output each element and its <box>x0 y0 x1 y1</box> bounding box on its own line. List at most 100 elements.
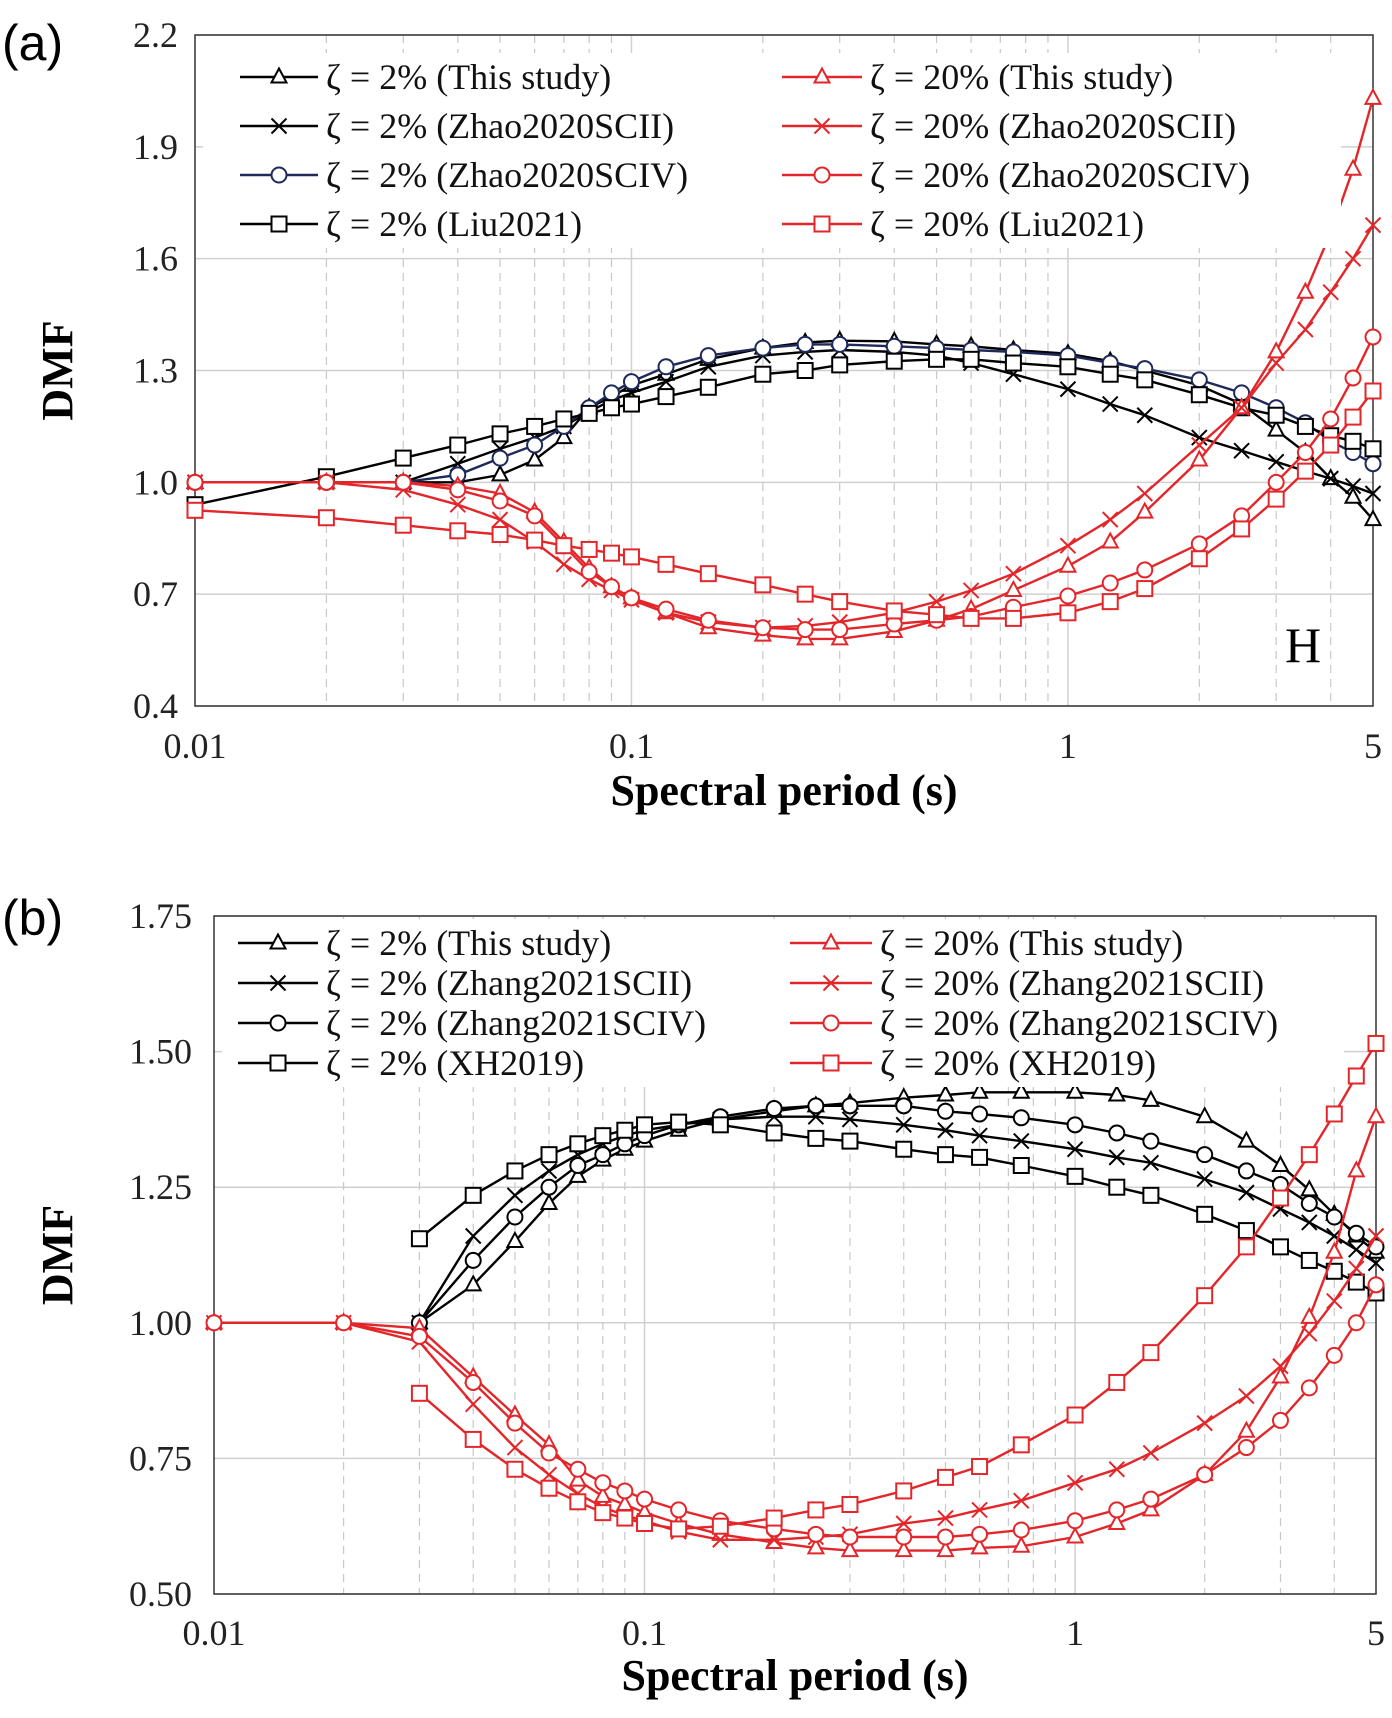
data-point-circle <box>885 337 903 355</box>
data-point-x <box>1326 1292 1343 1310</box>
data-point-square <box>971 1148 989 1166</box>
data-point-x <box>1267 453 1285 471</box>
data-point-triangle <box>593 1485 612 1503</box>
data-point-square <box>580 404 598 422</box>
data-point-circle <box>895 1097 913 1115</box>
data-point-square <box>1237 1222 1255 1240</box>
data-point-square <box>928 350 946 368</box>
legend-marker-square <box>270 215 288 233</box>
data-point-circle <box>1190 535 1208 553</box>
data-point-circle <box>754 339 772 357</box>
data-point-square <box>1267 406 1285 424</box>
data-point-square <box>602 544 620 562</box>
data-point-square <box>1108 1178 1126 1196</box>
data-point-circle <box>1066 1116 1084 1134</box>
data-point-triangle <box>554 426 574 445</box>
legend-marker-x <box>813 117 831 135</box>
series-7 <box>205 1276 1385 1546</box>
legend-item: ζ = 2% (XH2019) <box>238 1043 584 1083</box>
legend-label: ζ = 20% (This study) <box>870 57 1173 97</box>
data-point-circle <box>602 578 620 596</box>
data-point-square <box>1108 1373 1126 1391</box>
data-point-square <box>796 585 814 603</box>
data-point-circle <box>936 1102 954 1120</box>
data-point-square <box>1066 1167 1084 1185</box>
data-point-square <box>807 1501 825 1519</box>
data-point-square <box>754 576 772 594</box>
data-point-triangle <box>1135 501 1154 519</box>
data-point-x <box>1348 1260 1365 1277</box>
legend-marker-triangle <box>812 66 832 84</box>
data-point-square <box>449 522 467 540</box>
data-point-triangle <box>505 1230 525 1248</box>
data-point-square <box>1347 1067 1365 1085</box>
data-point-circle <box>464 1373 482 1391</box>
data-point-circle <box>1059 587 1077 605</box>
data-point-triangle <box>1237 1420 1256 1438</box>
data-point-square <box>1196 1205 1214 1223</box>
data-point-square <box>540 1479 558 1497</box>
data-point-square <box>1364 382 1382 400</box>
data-point-x <box>895 1515 912 1532</box>
data-point-circle <box>1300 1194 1318 1212</box>
data-point-circle <box>540 1444 558 1462</box>
data-point-triangle <box>970 1537 989 1555</box>
data-point-circle <box>1108 1501 1126 1519</box>
y-tick-label: 1.9 <box>133 127 178 167</box>
legend-item: ζ = 2% (Zhang2021SCIV) <box>238 1003 706 1043</box>
data-point-square <box>1322 436 1340 454</box>
legend-marker-circle <box>822 1014 840 1032</box>
data-point-square <box>962 350 980 368</box>
data-point-x <box>540 1162 558 1180</box>
data-point-circle <box>1196 1466 1214 1484</box>
plot-frame <box>194 34 1374 707</box>
legend-label: ζ = 2% (This study) <box>326 57 611 97</box>
data-point-square <box>464 1430 482 1448</box>
y-tick-label: 1.0 <box>133 462 178 502</box>
data-point-square <box>1004 354 1022 372</box>
data-point-square <box>569 1135 587 1153</box>
legend-label: ζ = 2% (Zhao2020SCII) <box>326 106 674 146</box>
legend-item: ζ = 20% (XH2019) <box>790 1043 1156 1083</box>
legend-marker-x <box>822 974 840 992</box>
data-point-square <box>1233 520 1251 538</box>
data-point-triangle <box>1363 508 1383 527</box>
data-point-square <box>1344 432 1362 450</box>
data-point-square <box>616 1121 634 1139</box>
data-point-square <box>895 1140 913 1158</box>
data-point-circle <box>796 621 814 639</box>
data-point-circle <box>1325 1208 1343 1226</box>
data-point-square <box>885 352 903 370</box>
data-point-x <box>540 1466 558 1483</box>
data-point-square <box>555 410 573 428</box>
data-point-square <box>1300 1251 1318 1269</box>
data-point-x <box>491 511 509 528</box>
legend-marker-triangle <box>821 932 841 950</box>
data-point-triangle <box>525 449 544 467</box>
data-point-x <box>1367 1227 1385 1245</box>
series-1 <box>410 1081 1386 1330</box>
legend-item: ζ = 2% (This study) <box>238 923 611 963</box>
data-point-circle <box>540 1178 558 1196</box>
data-point-triangle <box>1343 486 1363 504</box>
data-point-x <box>1059 537 1077 554</box>
y-axis-title: DMF <box>33 320 82 420</box>
y-tick-label: 1.00 <box>129 1303 192 1343</box>
data-point-square <box>1136 580 1154 598</box>
legend-label: ζ = 2% (Zhang2021SCIV) <box>326 1003 706 1043</box>
data-point-triangle <box>1141 1499 1161 1517</box>
data-point-square <box>670 1113 688 1131</box>
data-point-square <box>594 1127 612 1145</box>
data-point-x <box>1348 1241 1365 1258</box>
data-point-circle <box>335 1314 353 1332</box>
legend: ζ = 2% (This study) ζ = 2% (Zhao2020SCII)… <box>203 53 1341 248</box>
legend-label: ζ = 20% (Liu2021) <box>870 204 1144 244</box>
data-point-square <box>1066 1406 1084 1424</box>
data-point-square <box>936 1146 954 1164</box>
data-point-triangle <box>1267 419 1286 437</box>
series-line <box>195 224 1375 629</box>
legend-label: ζ = 20% (Zhang2021SCIV) <box>880 1003 1278 1043</box>
data-point-square <box>765 1509 783 1527</box>
data-point-square <box>1296 462 1314 480</box>
data-point-x <box>1301 1325 1318 1342</box>
